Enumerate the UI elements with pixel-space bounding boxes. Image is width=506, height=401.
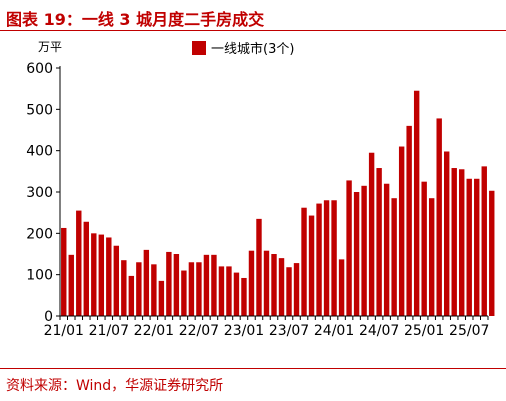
- bar-24/10: [398, 146, 405, 316]
- bar-22/10: [218, 266, 225, 316]
- bar-23/02: [248, 250, 255, 316]
- bar-22/06: [188, 262, 195, 316]
- x-tick-label: 23/07: [269, 323, 309, 339]
- bar-24/04: [353, 192, 360, 316]
- title-divider: [0, 30, 506, 31]
- y-tick-label: 300: [26, 185, 53, 201]
- x-tick-label: 24/01: [314, 323, 354, 339]
- bar-23/08: [293, 263, 300, 316]
- bar-23/12: [323, 200, 330, 316]
- bar-24/08: [383, 183, 390, 316]
- y-tick-label: 100: [26, 268, 53, 284]
- bar-22/04: [173, 254, 180, 316]
- bar-23/04: [263, 250, 270, 316]
- bar-21/01: [61, 227, 67, 316]
- x-tick-label: 23/01: [224, 323, 264, 339]
- bar-23/03: [256, 218, 262, 316]
- bar-22/09: [211, 254, 217, 316]
- bar-21/12: [143, 249, 150, 316]
- bar-22/05: [181, 270, 187, 316]
- bar-21/04: [83, 221, 89, 316]
- bar-24/01: [331, 200, 337, 316]
- bar-25/05: [451, 168, 457, 316]
- bar-21/07: [106, 237, 112, 316]
- x-tick-label: 24/07: [359, 323, 399, 339]
- bar-22/12: [233, 272, 240, 316]
- bar-23/11: [316, 203, 322, 316]
- bar-25/02: [428, 198, 435, 316]
- y-tick-label: 0: [44, 309, 53, 325]
- figure-title: 图表 19：一线 3 城月度二手房成交: [6, 10, 265, 29]
- bar-21/05: [91, 233, 97, 316]
- bar-22/03: [166, 251, 172, 316]
- y-tick-label: 400: [26, 144, 53, 160]
- bar-23/06: [278, 258, 285, 316]
- bar-21/06: [98, 234, 105, 316]
- bar-25/04: [444, 151, 450, 316]
- bar-21/10: [128, 275, 135, 316]
- bar-25/01: [421, 181, 427, 316]
- x-tick-label: 21/01: [44, 323, 84, 339]
- bar-23/05: [271, 254, 277, 316]
- bar-24/09: [391, 198, 397, 316]
- y-axis-unit-label: 万平: [38, 40, 63, 54]
- bar-22/02: [158, 280, 165, 316]
- y-tick-label: 600: [26, 61, 53, 77]
- source-divider: [0, 368, 506, 369]
- bar-24/07: [376, 168, 382, 316]
- legend-swatch: [192, 41, 206, 55]
- x-tick-label: 25/07: [449, 323, 489, 339]
- bar-21/09: [121, 260, 127, 316]
- bar-25/09: [481, 166, 487, 316]
- bar-21/11: [136, 262, 142, 316]
- bar-23/09: [301, 207, 307, 316]
- chart-axes: 0 100 200 300 400 500 600 21/01 21/07 22/01 22/07 2…: [26, 61, 489, 339]
- bar-25/07: [466, 178, 472, 316]
- x-tick-label: 25/01: [404, 323, 444, 339]
- bar-25/08: [474, 178, 480, 316]
- y-tick-label: 500: [26, 102, 53, 118]
- bar-22/11: [226, 266, 232, 316]
- bar-24/05: [361, 185, 367, 316]
- bar-22/07: [196, 262, 202, 316]
- bar-23/01: [241, 277, 247, 316]
- bar-22/08: [203, 254, 210, 316]
- y-tick-label: 200: [26, 226, 53, 242]
- bar-24/06: [368, 152, 375, 316]
- bar-24/11: [406, 125, 412, 317]
- bar-24/12: [413, 90, 420, 316]
- bar-25/06: [459, 169, 465, 316]
- bar-23/10: [308, 215, 315, 316]
- bar-undefined: [489, 190, 495, 316]
- bar-24/02: [338, 259, 345, 316]
- chart-legend: 一线城市(3个): [192, 41, 294, 57]
- x-tick-label: 21/07: [89, 323, 129, 339]
- bar-21/08: [113, 245, 120, 316]
- bar-23/07: [286, 267, 292, 316]
- bar-21/03: [76, 210, 82, 316]
- bar-25/03: [436, 118, 442, 317]
- bar-series: [61, 90, 495, 317]
- source-note: 资料来源：Wind，华源证券研究所: [6, 378, 224, 394]
- bar-21/02: [68, 254, 74, 316]
- bar-22/01: [151, 264, 157, 316]
- legend-label: 一线城市(3个): [211, 41, 294, 57]
- x-tick-label: 22/07: [179, 323, 219, 339]
- bar-24/03: [346, 180, 352, 316]
- x-tick-label: 22/01: [134, 323, 174, 339]
